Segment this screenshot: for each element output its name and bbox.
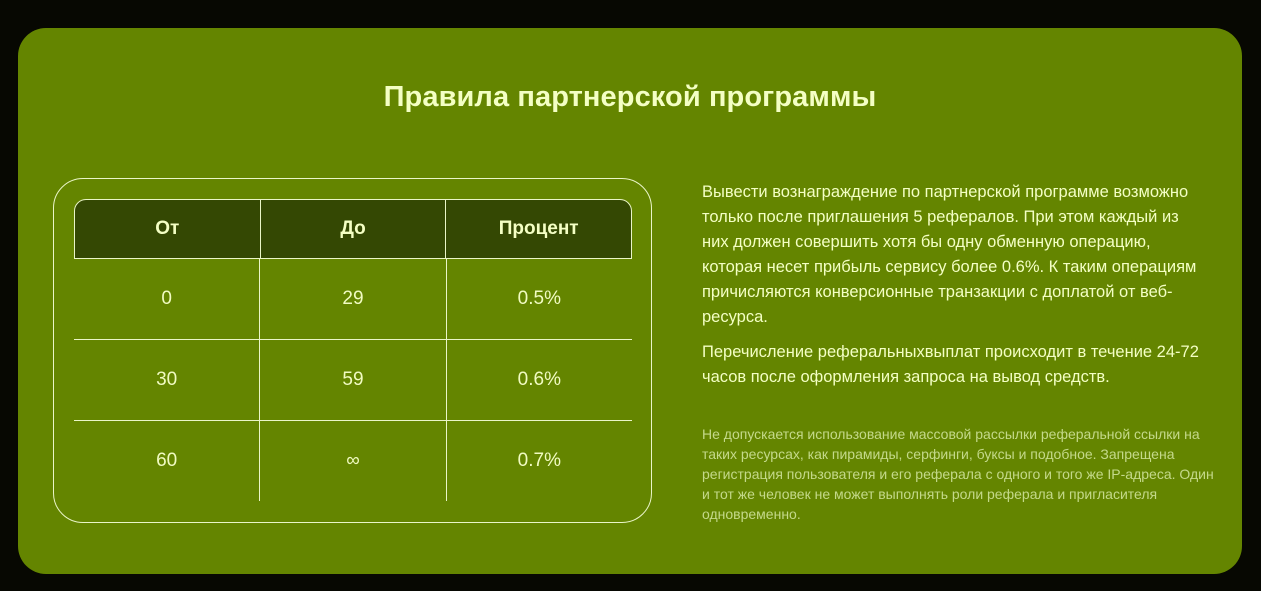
cell-percent: 0.5%: [445, 259, 632, 339]
table-row: 60 ∞ 0.7%: [74, 421, 632, 501]
cell-to: ∞: [259, 421, 445, 501]
cell-from: 60: [156, 450, 178, 471]
table-frame: [53, 178, 652, 523]
cell-to: 29: [259, 259, 445, 339]
header-to: До: [259, 200, 446, 258]
header-percent: Процент: [445, 200, 631, 258]
rates-table: От До Процент 0 29 0.5% 30 59 0.6% 60 ∞ …: [74, 199, 632, 501]
rules-text: Вывести вознаграждение по партнерской пр…: [702, 180, 1202, 400]
cell-percent: 0.7%: [445, 421, 632, 501]
table-row: 0 29 0.5%: [74, 259, 632, 340]
table-row: 30 59 0.6%: [74, 340, 632, 421]
restrictions-note: Не допускается использование массовой ра…: [702, 426, 1214, 522]
cell-to: 59: [259, 340, 445, 420]
page-title: Правила партнерской программы: [383, 81, 877, 113]
header-from: От: [155, 218, 180, 239]
partner-rules-panel: Правила партнерской программы От До Проц…: [18, 28, 1242, 574]
rules-paragraph-payout: Перечисление реферальныхвыплат происходи…: [702, 343, 1199, 386]
cell-from: 0: [161, 288, 172, 309]
cell-percent: 0.6%: [445, 340, 632, 420]
cell-from: 30: [156, 369, 178, 390]
rules-paragraph-withdrawal: Вывести вознаграждение по партнерской пр…: [702, 183, 1197, 326]
table-header: От До Процент: [74, 199, 632, 259]
